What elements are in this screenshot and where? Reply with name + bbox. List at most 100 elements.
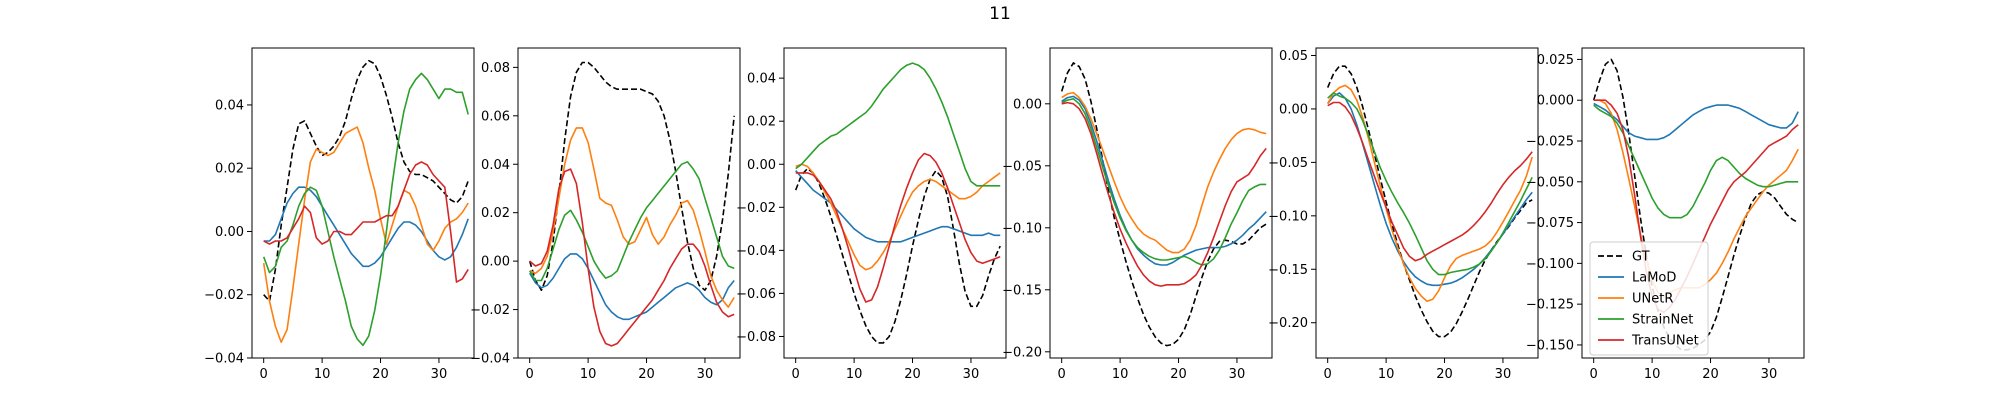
series-line-strainnet xyxy=(1061,98,1267,266)
y-tick-label: −0.10 xyxy=(1268,209,1308,224)
y-tick-label: −0.04 xyxy=(204,352,244,367)
series-line-transunet xyxy=(263,161,469,283)
y-tick-label: −0.05 xyxy=(1268,156,1308,171)
series-line-lamod xyxy=(529,253,735,321)
series-line-strainnet xyxy=(529,161,735,282)
y-tick-label: −0.05 xyxy=(1002,159,1042,174)
y-tick-label: 0.08 xyxy=(481,61,510,76)
legend-label-lamod: LaMoD xyxy=(1632,271,1676,286)
y-tick-label: −0.100 xyxy=(1526,257,1574,272)
y-tick-label: −0.050 xyxy=(1526,175,1574,190)
series-line-unetr xyxy=(262,126,469,344)
x-tick-label: 30 xyxy=(1761,367,1778,382)
y-tick-label: −0.02 xyxy=(470,303,510,318)
chart-panel-1: 0 10 20 30 −0.04 −0.02 0.00 0.02 0.04 xyxy=(204,47,475,382)
y-tick-label: −0.15 xyxy=(1002,283,1042,298)
axes-frame xyxy=(1315,47,1539,359)
y-tick-label: −0.04 xyxy=(470,352,510,367)
x-tick-label: 20 xyxy=(638,367,655,382)
chart-panel-5: 0 10 20 30 −0.20 −0.15 −0.10 −0.05 0.00 0.05 xyxy=(1268,47,1539,382)
x-tick-label: 10 xyxy=(1644,367,1661,382)
legend: GT LaMoD UNetR StrainNet TransUNet xyxy=(1589,241,1709,356)
y-tick-label: 0.00 xyxy=(481,255,510,270)
y-tick-label: 0.02 xyxy=(747,115,776,130)
series-line-lamod xyxy=(795,170,1001,243)
series-line-transunet xyxy=(795,152,1001,303)
series-line-unetr xyxy=(529,127,735,308)
series-line-strainnet xyxy=(1593,104,1799,219)
series-line-gt xyxy=(263,59,469,302)
legend-label-strainnet: StrainNet xyxy=(1632,313,1693,328)
series-line-lamod xyxy=(1327,92,1533,287)
series-line-gt xyxy=(528,61,735,292)
y-tick-label: −0.08 xyxy=(736,330,776,345)
y-tick-label: −0.15 xyxy=(1268,263,1308,278)
y-tick-label: 0.05 xyxy=(1279,49,1308,64)
chart-panel-2: 0 10 20 30 −0.04 −0.02 0.00 0.02 0.04 0.06 0.08 xyxy=(470,47,741,382)
series-line-gt xyxy=(1060,62,1267,347)
x-tick-label: 0 xyxy=(1590,367,1598,382)
x-tick-label: 20 xyxy=(1436,367,1453,382)
y-tick-label: 0.00 xyxy=(1013,97,1042,112)
chart-panel-4: 0 10 20 30 −0.20 −0.15 −0.10 −0.05 0.00 xyxy=(1002,47,1273,382)
series-line-transunet xyxy=(1327,101,1533,262)
legend-label-unetr: UNetR xyxy=(1632,292,1673,307)
legend-label-transunet: TransUNet xyxy=(1631,334,1699,349)
y-tick-label: 0.02 xyxy=(215,162,244,177)
axes-frame xyxy=(1049,47,1273,359)
series-line-gt xyxy=(794,167,1001,344)
chart-panel-3: 0 10 20 30 −0.08 −0.06 −0.04 −0.02 0.00 0.02 0.04 xyxy=(736,47,1007,382)
y-tick-label: 0.00 xyxy=(747,158,776,173)
y-tick-label: −0.02 xyxy=(736,201,776,216)
y-tick-label: −0.150 xyxy=(1526,338,1574,353)
y-tick-label: 0.025 xyxy=(1537,53,1574,68)
y-tick-label: −0.20 xyxy=(1268,316,1308,331)
y-tick-label: −0.025 xyxy=(1526,135,1574,150)
series-line-unetr xyxy=(795,163,1001,271)
x-tick-label: 0 xyxy=(526,367,534,382)
series-line-transunet xyxy=(1061,101,1267,287)
x-tick-label: 0 xyxy=(792,367,800,382)
axes-frame xyxy=(1581,47,1805,359)
x-tick-label: 20 xyxy=(1170,367,1187,382)
legend-label-gt: GT xyxy=(1632,250,1650,265)
x-tick-label: 20 xyxy=(904,367,921,382)
series-line-unetr xyxy=(1326,84,1533,303)
legend-box xyxy=(1589,241,1709,356)
figure-title: 11 xyxy=(989,4,1011,24)
y-tick-label: 0.02 xyxy=(481,206,510,221)
x-tick-label: 30 xyxy=(1495,367,1512,382)
y-tick-label: 0.04 xyxy=(481,158,510,173)
y-tick-label: −0.06 xyxy=(736,287,776,302)
x-tick-label: 0 xyxy=(1324,367,1332,382)
y-tick-label: −0.10 xyxy=(1002,221,1042,236)
series-line-lamod xyxy=(1061,95,1267,266)
x-tick-label: 30 xyxy=(431,367,448,382)
series-line-lamod xyxy=(1593,102,1799,141)
series-line-lamod xyxy=(263,186,469,268)
y-tick-label: −0.125 xyxy=(1526,298,1574,313)
y-tick-label: 0.00 xyxy=(1279,102,1308,117)
series-line-strainnet xyxy=(262,72,469,347)
x-tick-label: 10 xyxy=(580,367,597,382)
x-tick-label: 0 xyxy=(260,367,268,382)
x-tick-label: 30 xyxy=(697,367,714,382)
series-line-unetr xyxy=(1061,91,1267,254)
x-tick-label: 10 xyxy=(314,367,331,382)
y-tick-label: 0.000 xyxy=(1537,94,1574,109)
series-line-strainnet xyxy=(1327,92,1533,276)
x-tick-label: 30 xyxy=(1229,367,1246,382)
y-tick-label: 0.04 xyxy=(215,98,244,113)
y-tick-label: −0.20 xyxy=(1002,345,1042,360)
y-tick-label: −0.075 xyxy=(1526,216,1574,231)
y-tick-label: −0.02 xyxy=(204,288,244,303)
axes-frame xyxy=(783,47,1007,359)
y-tick-label: −0.04 xyxy=(736,244,776,259)
x-tick-label: 0 xyxy=(1058,367,1066,382)
series-line-strainnet xyxy=(795,62,1001,187)
x-tick-label: 20 xyxy=(372,367,389,382)
x-tick-label: 10 xyxy=(846,367,863,382)
axes-frame xyxy=(517,47,741,359)
x-tick-label: 10 xyxy=(1112,367,1129,382)
